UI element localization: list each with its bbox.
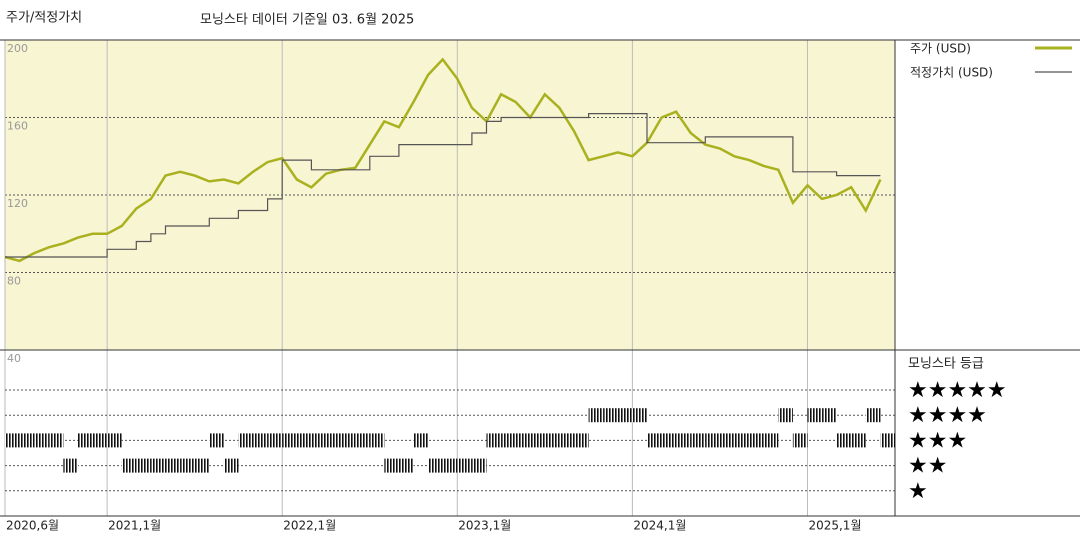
y-tick-label: 160 bbox=[7, 120, 28, 133]
rating-bar bbox=[165, 458, 181, 473]
rating-bar bbox=[63, 458, 78, 473]
x-tick-label: 2021,1월 bbox=[108, 519, 161, 533]
rating-bar bbox=[807, 408, 823, 423]
rating-bar bbox=[355, 433, 370, 448]
rating-bar bbox=[150, 458, 166, 473]
rating-bar bbox=[107, 433, 122, 448]
rating-bar bbox=[194, 458, 210, 473]
y-tick-label: 120 bbox=[7, 197, 28, 210]
rating-bar bbox=[369, 433, 385, 448]
rating-bar bbox=[77, 433, 93, 448]
rating-bar bbox=[544, 433, 560, 448]
rating-bar bbox=[836, 433, 852, 448]
rating-bar bbox=[530, 433, 545, 448]
chart-title: 주가/적정가치 bbox=[6, 11, 82, 26]
rating-bar bbox=[428, 458, 443, 473]
rating-bar bbox=[19, 433, 35, 448]
rating-bar bbox=[48, 433, 64, 448]
rating-title: 모닝스타 등급 bbox=[908, 357, 984, 372]
rating-bar bbox=[413, 433, 429, 448]
series-line bbox=[4, 57, 882, 263]
rating-bar bbox=[384, 458, 399, 473]
rating-bar bbox=[690, 433, 706, 448]
x-tick-label: 2020,6월 bbox=[6, 519, 59, 533]
rating-bar bbox=[515, 433, 531, 448]
rating-bar bbox=[311, 433, 326, 448]
rating-bar bbox=[34, 433, 49, 448]
rating-bar bbox=[442, 458, 458, 473]
rating-bar bbox=[398, 458, 414, 473]
rating-bar bbox=[574, 433, 589, 448]
rating-bar bbox=[792, 433, 808, 448]
rating-bar bbox=[676, 433, 691, 448]
rating-bar bbox=[121, 458, 137, 473]
rating-bar bbox=[851, 433, 866, 448]
rating-bar bbox=[267, 433, 283, 448]
rating-level-label: ★★★ bbox=[908, 428, 967, 453]
x-tick-label: 2024,1월 bbox=[633, 519, 686, 533]
rating-bar bbox=[865, 408, 881, 423]
rating-bar bbox=[253, 433, 268, 448]
rating-bar bbox=[880, 433, 895, 448]
rating-level-label: ★ bbox=[908, 479, 928, 504]
rating-bar bbox=[719, 433, 735, 448]
rating-bar bbox=[603, 408, 618, 423]
rating-bar bbox=[486, 433, 502, 448]
rating-bar bbox=[749, 433, 764, 448]
rating-level-label: ★★ bbox=[908, 454, 947, 479]
rating-bar bbox=[92, 433, 108, 448]
rating-bar bbox=[632, 408, 647, 423]
y-tick-label: 200 bbox=[7, 42, 28, 55]
series-line bbox=[5, 113, 881, 258]
subtitle: 모닝스타 데이터 기준일 03. 6월 2025 bbox=[200, 13, 414, 28]
rating-bar bbox=[501, 433, 516, 448]
legend-label: 주가 (USD) bbox=[910, 42, 971, 56]
y-tick-label: 40 bbox=[7, 352, 21, 365]
x-tick-label: 2025,1월 bbox=[808, 519, 861, 533]
legend-label: 적정가치 (USD) bbox=[910, 66, 993, 80]
rating-bar bbox=[457, 458, 472, 473]
rating-bar bbox=[325, 433, 341, 448]
rating-bar bbox=[340, 433, 356, 448]
rating-bar bbox=[778, 408, 793, 423]
rating-bar bbox=[238, 433, 254, 448]
rating-bar bbox=[559, 433, 575, 448]
rating-bar bbox=[617, 408, 633, 423]
rating-level-label: ★★★★★ bbox=[908, 378, 1007, 403]
rating-bar bbox=[763, 433, 779, 448]
rating-bar bbox=[136, 458, 151, 473]
rating-bar bbox=[5, 433, 20, 448]
x-tick-label: 2022,1월 bbox=[283, 519, 336, 533]
rating-bar bbox=[209, 433, 224, 448]
x-tick-label: 2023,1월 bbox=[458, 519, 511, 533]
rating-bar bbox=[282, 433, 297, 448]
rating-bar bbox=[661, 433, 677, 448]
rating-bar bbox=[646, 433, 662, 448]
rating-bar bbox=[822, 408, 837, 423]
rating-bar bbox=[588, 408, 604, 423]
y-tick-label: 80 bbox=[7, 275, 21, 288]
rating-level-label: ★★★★ bbox=[908, 403, 987, 428]
rating-bar bbox=[734, 433, 750, 448]
rating-bar bbox=[296, 433, 312, 448]
rating-bar bbox=[223, 458, 239, 473]
rating-bar bbox=[705, 433, 720, 448]
rating-bar bbox=[471, 458, 487, 473]
rating-bar bbox=[180, 458, 195, 473]
